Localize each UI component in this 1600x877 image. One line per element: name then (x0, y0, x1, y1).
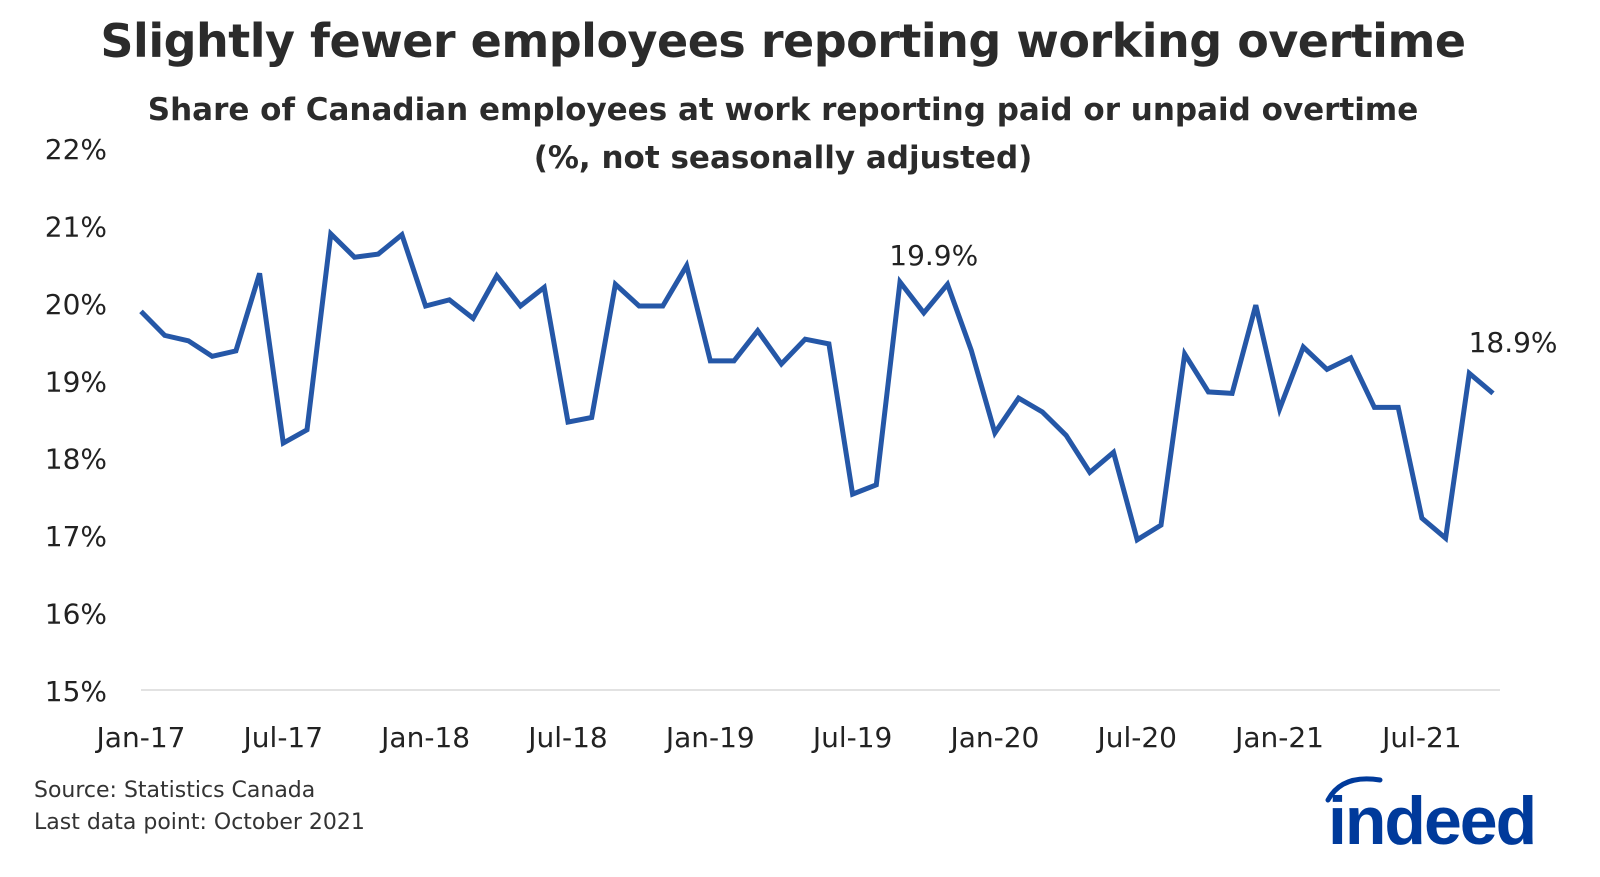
x-tick-label: Jul-20 (1095, 721, 1177, 754)
data-label: 18.9% (1469, 326, 1558, 359)
y-tick-label: 16% (45, 598, 107, 631)
svg-text:indeed: indeed (1328, 783, 1535, 852)
x-tick-label: Jan-20 (948, 721, 1039, 754)
chart-subtitle: Share of Canadian employees at work repo… (0, 86, 1566, 182)
x-tick-label: Jul-17 (242, 721, 324, 754)
subtitle-line-1: Share of Canadian employees at work repo… (147, 92, 1419, 128)
indeed-logo: indeed (1325, 776, 1537, 852)
y-tick-label: 18% (45, 443, 107, 476)
x-tick-label: Jan-17 (95, 721, 186, 754)
y-tick-label: 22% (45, 133, 107, 166)
x-tick-label: Jul-19 (811, 721, 893, 754)
y-tick-label: 21% (45, 210, 107, 243)
x-tick-label: Jan-18 (379, 721, 470, 754)
source-note: Source: Statistics Canada (34, 778, 316, 803)
y-tick-label: 19% (45, 365, 107, 398)
x-tick-label: Jan-21 (1233, 721, 1324, 754)
data-label: 19.9% (889, 239, 978, 272)
y-tick-label: 15% (45, 675, 107, 708)
x-tick-label: Jul-18 (526, 721, 608, 754)
series-line (139, 228, 1495, 544)
x-tick-label: Jul-21 (1380, 721, 1462, 754)
y-tick-label: 20% (45, 288, 107, 321)
subtitle-line-2: (%, not seasonally adjusted) (533, 140, 1033, 176)
chart-title: Slightly fewer employees reporting worki… (100, 14, 1466, 68)
x-tick-label: Jan-19 (664, 721, 755, 754)
last-data-note: Last data point: October 2021 (34, 810, 365, 835)
y-tick-label: 17% (45, 520, 107, 553)
